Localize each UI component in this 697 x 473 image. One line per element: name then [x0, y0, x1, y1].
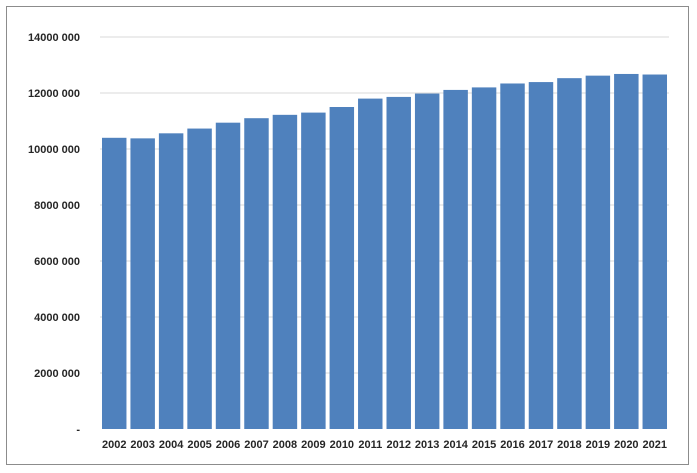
- x-tick-label: 2004: [159, 439, 184, 451]
- x-tick-label: 2009: [301, 439, 325, 451]
- x-tick-label: 2008: [273, 439, 297, 451]
- x-tick-label: 2003: [130, 439, 154, 451]
- x-tick-label: 2021: [643, 439, 667, 451]
- bar-2014: [443, 89, 468, 430]
- x-axis-tick-labels: 2002 2003 2004 2005 2006 2007 2008 2009 2010 2011…: [102, 439, 667, 451]
- y-tick-label: 10000 000: [28, 144, 80, 156]
- x-tick-label: 2018: [557, 439, 581, 451]
- x-tick-label: 2017: [529, 439, 553, 451]
- bar-2021: [642, 74, 668, 430]
- x-tick-label: 2006: [216, 439, 240, 451]
- y-tick-label: 12000 000: [28, 88, 80, 100]
- bar-2013: [414, 93, 440, 429]
- bar-2005: [187, 128, 212, 429]
- bars: [101, 73, 668, 430]
- bar-2004: [158, 133, 184, 429]
- x-tick-label: 2005: [187, 439, 211, 451]
- bar-2007: [244, 118, 269, 429]
- x-tick-label: 2014: [443, 439, 468, 451]
- bar-2018: [557, 78, 582, 429]
- y-tick-label: 6000 000: [34, 256, 80, 268]
- bar-2009: [301, 112, 326, 429]
- y-tick-label: 2000 000: [34, 368, 80, 380]
- x-tick-label: 2020: [614, 439, 638, 451]
- x-tick-label: 2012: [386, 439, 410, 451]
- x-tick-label: 2013: [415, 439, 439, 451]
- x-tick-label: 2007: [244, 439, 268, 451]
- gridlines: [100, 36, 669, 374]
- x-tick-label: 2016: [500, 439, 524, 451]
- x-tick-label: 2019: [586, 439, 610, 451]
- x-tick-label: 2010: [330, 439, 354, 451]
- bar-2016: [500, 83, 525, 429]
- bar-2003: [130, 138, 155, 430]
- bar-2020: [614, 73, 639, 430]
- x-tick-label: 2015: [472, 439, 496, 451]
- bar-2019: [585, 75, 611, 429]
- x-tick-label: 2002: [102, 439, 126, 451]
- y-tick-label: 8000 000: [34, 200, 80, 212]
- bar-2008: [272, 114, 298, 429]
- bar-2015: [471, 87, 497, 430]
- bar-2012: [386, 96, 411, 430]
- y-tick-label: 4000 000: [34, 312, 80, 324]
- bar-2011: [358, 98, 383, 429]
- y-axis-tick-labels: - 2000 000 4000 000 6000 000 8000 000 10000 0…: [28, 32, 80, 436]
- y-tick-label: -: [76, 424, 80, 436]
- x-tick-label: 2011: [358, 439, 382, 451]
- bar-2002: [101, 137, 127, 430]
- y-tick-label: 14000 000: [28, 32, 80, 44]
- bar-2017: [528, 82, 554, 429]
- bar-2010: [329, 107, 355, 429]
- bar-2006: [215, 122, 241, 430]
